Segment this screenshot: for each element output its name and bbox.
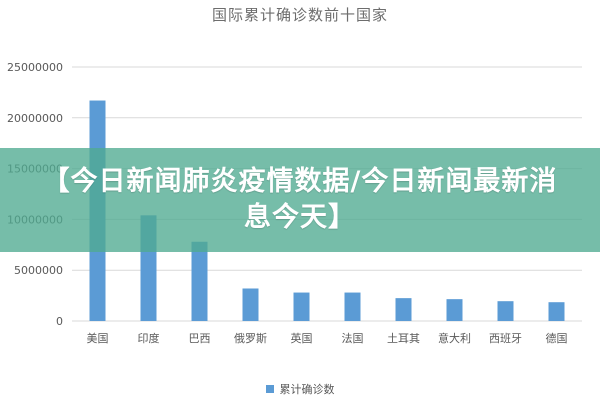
bar bbox=[446, 299, 463, 321]
headline-banner: 【今日新闻肺炎疫情数据/今日新闻最新消息今天】 bbox=[0, 148, 600, 252]
bar bbox=[548, 302, 565, 321]
bar bbox=[293, 292, 310, 321]
x-tick-label: 印度 bbox=[138, 331, 160, 345]
x-tick-label: 法国 bbox=[342, 331, 364, 345]
legend-label: 累计确诊数 bbox=[279, 383, 335, 396]
x-tick-label: 西班牙 bbox=[489, 332, 522, 345]
x-tick-label: 土耳其 bbox=[387, 332, 420, 345]
y-tick-label: 20000000 bbox=[7, 112, 63, 125]
x-tick-label: 美国 bbox=[87, 332, 109, 345]
y-tick-label: 5000000 bbox=[14, 264, 63, 277]
bar bbox=[344, 292, 361, 321]
x-tick-label: 意大利 bbox=[438, 331, 471, 345]
x-tick-label: 英国 bbox=[291, 331, 313, 345]
x-tick-label: 德国 bbox=[546, 331, 568, 345]
headline-text: 【今日新闻肺炎疫情数据/今日新闻最新消息今天】 bbox=[42, 166, 558, 233]
chart-title: 国际累计确诊数前十国家 bbox=[211, 6, 388, 24]
bar bbox=[395, 298, 412, 321]
x-tick-label: 巴西 bbox=[189, 332, 211, 345]
chart-legend: 累计确诊数 bbox=[0, 381, 600, 397]
y-tick-label: 0 bbox=[56, 315, 63, 328]
bar bbox=[191, 241, 208, 321]
bar bbox=[497, 301, 514, 321]
bar bbox=[242, 288, 259, 321]
legend-swatch bbox=[265, 385, 274, 393]
x-tick-label: 俄罗斯 bbox=[234, 332, 267, 345]
y-tick-label: 25000000 bbox=[7, 61, 63, 74]
